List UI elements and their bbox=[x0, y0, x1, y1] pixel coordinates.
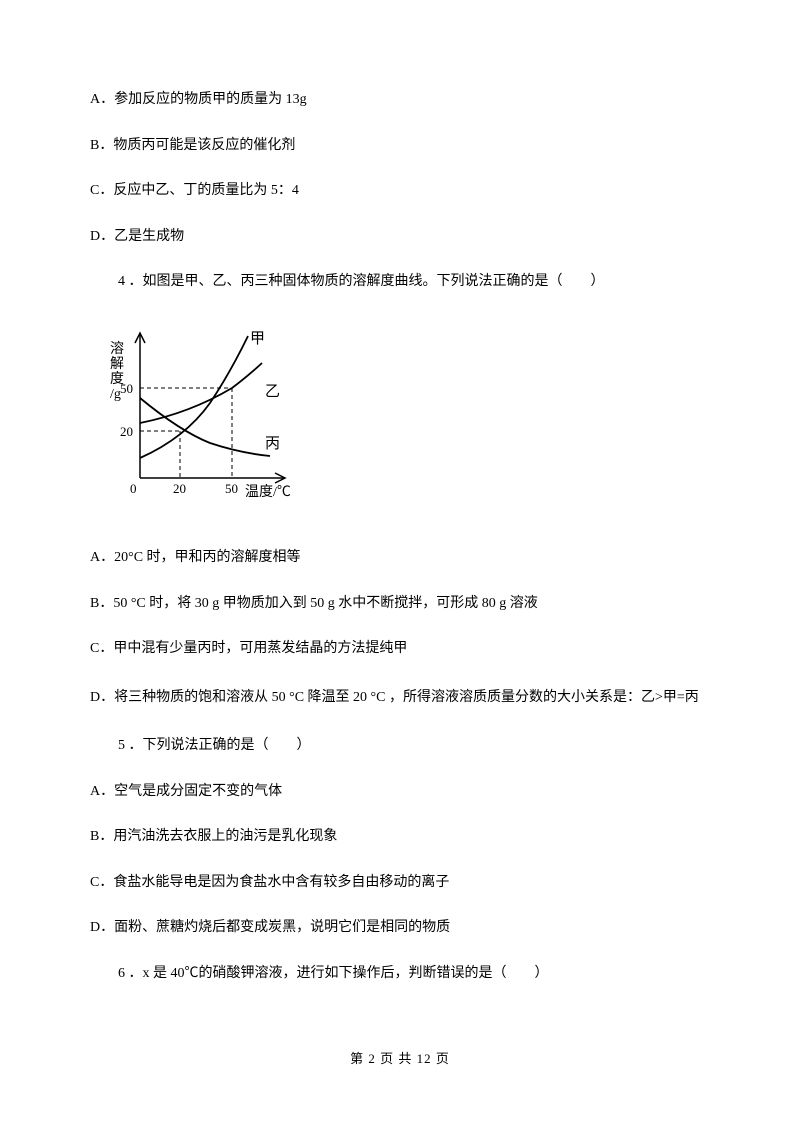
option-a: A．参加反应的物质甲的质量为 13g bbox=[90, 90, 710, 110]
q4-option-a: A．20°C 时，甲和丙的溶解度相等 bbox=[90, 548, 710, 568]
q4-option-d: D．将三种物质的饱和溶液从 50 °C 降温至 20 °C ，所得溶液溶质质量分… bbox=[90, 685, 710, 710]
curve-label-bing: 丙 bbox=[265, 436, 280, 452]
curve-label-jia: 甲 bbox=[250, 331, 265, 347]
option-d: D．乙是生成物 bbox=[90, 227, 710, 247]
x-tick-20: 20 bbox=[173, 481, 186, 496]
x-axis-label: 温度/℃ bbox=[245, 484, 291, 500]
question-5: 5 ．下列说法正确的是（ ） bbox=[90, 736, 710, 756]
option-c: C．反应中乙、丁的质量比为 5：4 bbox=[90, 181, 710, 201]
option-b: B．物质丙可能是该反应的催化剂 bbox=[90, 136, 710, 156]
q5-option-b: B．用汽油洗去衣服上的油污是乳化现象 bbox=[90, 827, 710, 847]
y-tick-20: 20 bbox=[120, 424, 133, 439]
y-tick-50: 50 bbox=[120, 381, 133, 396]
q5-option-d: D．面粉、蔗糖灼烧后都变成炭黑，说明它们是相同的物质 bbox=[90, 918, 710, 938]
q4-option-c: C．甲中混有少量丙时，可用蒸发结晶的方法提纯甲 bbox=[90, 639, 710, 659]
question-4: 4 ．如图是甲、乙、丙三种固体物质的溶解度曲线。下列说法正确的是（ ） bbox=[90, 272, 710, 292]
x-tick-50: 50 bbox=[225, 481, 238, 496]
q4-option-b: B．50 °C 时，将 30 g 甲物质加入到 50 g 水中不断搅拌，可形成 … bbox=[90, 594, 710, 614]
y-label-1: 溶 bbox=[110, 341, 124, 357]
question-6: 6 ．x 是 40℃的硝酸钾溶液，进行如下操作后，判断错误的是（ ） bbox=[90, 964, 710, 984]
q5-option-c: C．食盐水能导电是因为食盐水中含有较多自由移动的离子 bbox=[90, 873, 710, 893]
curve-label-yi: 乙 bbox=[265, 384, 280, 400]
q5-option-a: A．空气是成分固定不变的气体 bbox=[90, 782, 710, 802]
page-footer: 第 2 页 共 12 页 bbox=[0, 1048, 800, 1067]
y-label-2: 解 bbox=[110, 356, 124, 372]
x-tick-0: 0 bbox=[130, 481, 137, 496]
solubility-chart: 溶 解 度 /g 50 20 0 20 50 温度/℃ 甲 乙 丙 bbox=[90, 318, 710, 518]
